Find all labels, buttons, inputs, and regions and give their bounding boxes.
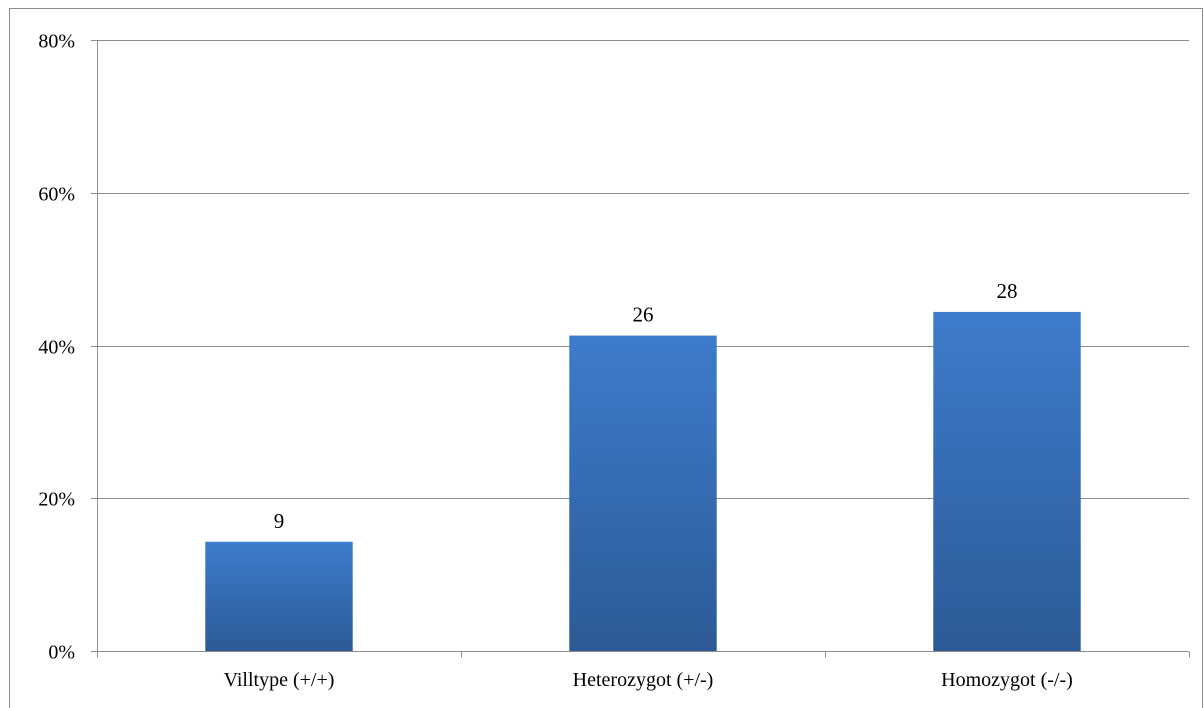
y-tick-label: 40% <box>38 337 75 359</box>
x-category-label: Heterozygot (+/-) <box>573 669 714 691</box>
chart-frame <box>9 8 1203 708</box>
x-category-label: Homozygot (-/-) <box>941 669 1073 691</box>
bar-data-label: 26 <box>633 303 654 327</box>
bar <box>205 541 353 651</box>
y-tick-label: 0% <box>48 642 75 664</box>
bar <box>569 335 717 651</box>
y-tick-label: 60% <box>38 184 75 206</box>
bar <box>933 311 1081 651</box>
x-category-label: Villtype (+/+) <box>224 669 335 691</box>
axes <box>91 40 1190 658</box>
labels: 0% 20% 40% 60% 80% 9 Villtype (+/+) 26 Heterozyg… <box>38 31 1072 692</box>
bar-data-label: 9 <box>274 509 285 533</box>
y-tick-label: 20% <box>38 489 75 511</box>
bar-data-label: 28 <box>997 279 1018 303</box>
y-tick-label: 80% <box>38 31 75 53</box>
bars <box>205 311 1081 651</box>
